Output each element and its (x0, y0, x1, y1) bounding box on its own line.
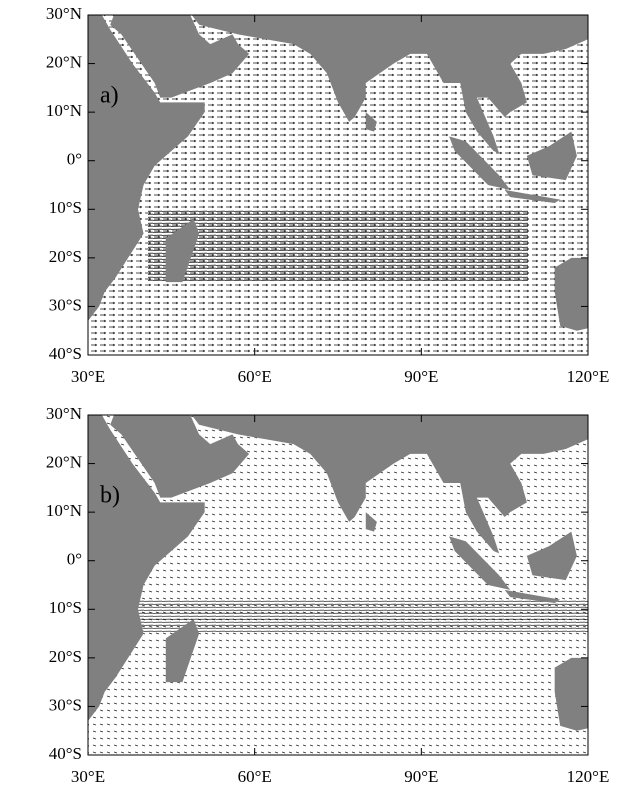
y-tick-label: 10°S (49, 198, 82, 217)
y-tick-label: 10°N (46, 501, 82, 520)
panel-label: b) (100, 483, 120, 509)
x-tick-label: 120°E (567, 367, 610, 386)
frame (87, 414, 589, 756)
map-panel: 30°N 20°N 10°N 0° 10°S 20°S 30°S 40°S 30°E 60°E 90… (46, 404, 609, 786)
x-tick-label: 60°E (238, 767, 272, 786)
y-tick-label: 20°S (49, 247, 82, 266)
y-tick-label: 30°N (46, 404, 82, 423)
y-tick-label: 10°S (49, 598, 82, 617)
x-tick-label: 60°E (238, 367, 272, 386)
strong-current-band (88, 599, 588, 634)
y-tick-label: 40°S (49, 744, 82, 763)
panels: 30°N 20°N 10°N 0° 10°S 20°S 30°S 40°S 30°E 60°E 90… (46, 4, 609, 786)
y-tick-label: 20°N (46, 452, 82, 471)
y-tick-label: 0° (67, 150, 82, 169)
x-tick-label: 90°E (404, 367, 438, 386)
y-tick-label: 30°S (49, 295, 82, 314)
y-tick-label: 0° (67, 550, 82, 569)
strong-current-band (148, 209, 528, 283)
y-tick-label: 40°S (49, 344, 82, 363)
y-tick-label: 20°S (49, 647, 82, 666)
y-tick-label: 30°N (46, 4, 82, 23)
x-tick-label: 30°E (71, 767, 105, 786)
x-tick-label: 90°E (404, 767, 438, 786)
map-panel: 30°N 20°N 10°N 0° 10°S 20°S 30°S 40°S 30°E 60°E 90… (46, 4, 609, 386)
y-tick-label: 30°S (49, 695, 82, 714)
y-tick-label: 10°N (46, 101, 82, 120)
x-tick-label: 120°E (567, 767, 610, 786)
y-tick-label: 20°N (46, 52, 82, 71)
x-tick-label: 30°E (71, 367, 105, 386)
panel-label: a) (100, 83, 119, 109)
frame (87, 14, 589, 356)
